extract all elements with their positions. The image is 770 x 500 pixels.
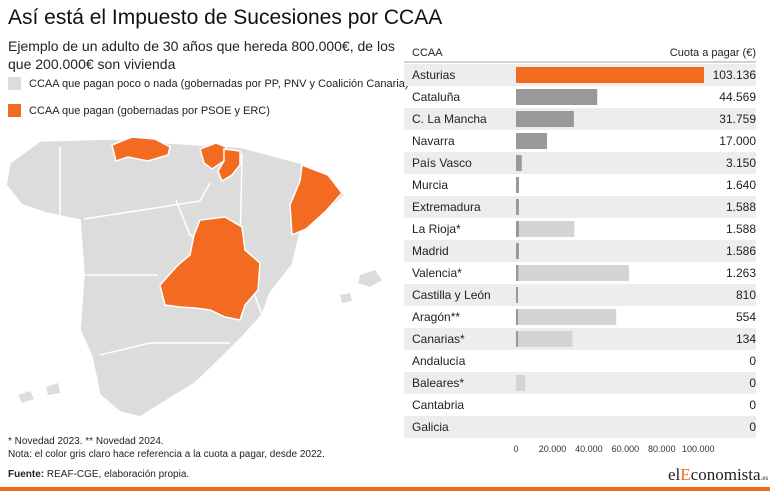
row-band bbox=[404, 416, 756, 438]
bar bbox=[516, 331, 518, 347]
bottom-accent-line bbox=[0, 487, 770, 491]
row-band bbox=[404, 196, 756, 218]
bar-since-2022 bbox=[516, 265, 630, 281]
col-header-cuota: Cuota a pagar (€) bbox=[670, 47, 756, 59]
chart-subtitle: Ejemplo de un adulto de 30 años que here… bbox=[8, 38, 395, 72]
category-label: País Vasco bbox=[412, 156, 472, 170]
legend-gray-label: CCAA que pagan poco o nada (gobernadas p… bbox=[29, 77, 409, 90]
source-label: Fuente: bbox=[8, 469, 45, 480]
value-label: 0 bbox=[749, 354, 756, 368]
row-band bbox=[404, 240, 756, 262]
bar bbox=[516, 89, 598, 105]
category-label: Murcia bbox=[412, 178, 448, 192]
value-label: 1.263 bbox=[726, 266, 756, 280]
legend-gray-swatch bbox=[8, 77, 21, 90]
logo-suffix: .es bbox=[760, 474, 769, 482]
row-band bbox=[404, 372, 756, 394]
brand-logo: elEconomista.es bbox=[668, 465, 768, 485]
category-label: Andalucía bbox=[412, 354, 466, 368]
bar bbox=[516, 221, 519, 237]
spain-map bbox=[5, 136, 382, 418]
chart-rows: Asturias 103.136 Cataluña 44.569 C. La Manch… bbox=[404, 64, 756, 438]
category-label: Castilla y León bbox=[412, 288, 491, 302]
legend-orange: CCAA que pagan (gobernadas por PSOE y ER… bbox=[8, 104, 270, 117]
legend-orange-swatch bbox=[8, 104, 21, 117]
value-label: 44.569 bbox=[719, 90, 756, 104]
category-label: La Rioja* bbox=[412, 222, 461, 236]
value-label: 0 bbox=[749, 398, 756, 412]
x-axis: 0 20.000 40.000 60.000 80.000 100.000 bbox=[513, 444, 714, 454]
bar bbox=[516, 111, 574, 127]
category-label: C. La Mancha bbox=[412, 112, 487, 126]
row-band bbox=[404, 328, 756, 350]
legend-gray: CCAA que pagan poco o nada (gobernadas p… bbox=[8, 77, 409, 90]
x-tick-label: 20.000 bbox=[539, 444, 567, 454]
x-tick-label: 100.000 bbox=[682, 444, 715, 454]
category-label: Cataluña bbox=[412, 90, 460, 104]
value-label: 554 bbox=[736, 310, 756, 324]
category-label: Asturias bbox=[412, 68, 455, 82]
map-asturias bbox=[111, 136, 171, 162]
category-label: Madrid bbox=[412, 244, 449, 258]
category-label: Cantabria bbox=[412, 398, 464, 412]
bar bbox=[516, 309, 518, 325]
bar bbox=[516, 287, 518, 303]
source-line: Fuente: REAF-CGE, elaboración propia. bbox=[8, 469, 189, 480]
footnote-novedad: * Novedad 2023. ** Novedad 2024. bbox=[8, 436, 164, 447]
value-label: 1.588 bbox=[726, 222, 756, 236]
category-label: Extremadura bbox=[412, 200, 481, 214]
value-label: 103.136 bbox=[713, 68, 757, 82]
bar bbox=[516, 67, 704, 83]
value-label: 1.588 bbox=[726, 200, 756, 214]
bar bbox=[516, 243, 519, 259]
value-label: 17.000 bbox=[719, 134, 756, 148]
map-canarias bbox=[18, 383, 60, 403]
value-label: 810 bbox=[736, 288, 756, 302]
map-baleares bbox=[358, 270, 382, 287]
legend-orange-label: CCAA que pagan (gobernadas por PSOE y ER… bbox=[29, 104, 270, 117]
value-label: 0 bbox=[749, 376, 756, 390]
value-label: 1.586 bbox=[726, 244, 756, 258]
value-label: 0 bbox=[749, 420, 756, 434]
map-navarra bbox=[217, 148, 241, 183]
map-baleares-small bbox=[340, 293, 352, 303]
x-tick-label: 0 bbox=[513, 444, 518, 454]
bar bbox=[516, 199, 519, 215]
footnote-nota: Nota: el color gris claro hace referenci… bbox=[8, 449, 325, 460]
category-label: Navarra bbox=[412, 134, 455, 148]
value-label: 3.150 bbox=[726, 156, 756, 170]
bar-since-2022 bbox=[516, 375, 526, 391]
logo-pre: el bbox=[668, 465, 681, 484]
category-label: Canarias* bbox=[412, 332, 465, 346]
x-tick-label: 60.000 bbox=[612, 444, 640, 454]
bar bbox=[516, 265, 519, 281]
category-label: Baleares* bbox=[412, 376, 464, 390]
row-band bbox=[404, 152, 756, 174]
footnotes: * Novedad 2023. ** Novedad 2024. Nota: e… bbox=[8, 435, 325, 461]
chart-title: Así está el Impuesto de Sucesiones por C… bbox=[8, 6, 443, 29]
bar-since-2022 bbox=[516, 331, 573, 347]
bar bbox=[516, 155, 522, 171]
x-tick-label: 80.000 bbox=[648, 444, 676, 454]
row-band bbox=[404, 108, 756, 130]
category-label: Aragón** bbox=[412, 310, 460, 324]
logo-accent: E bbox=[680, 465, 691, 484]
row-band bbox=[404, 284, 756, 306]
logo-post: conomista bbox=[690, 465, 761, 484]
category-label: Galicia bbox=[412, 420, 449, 434]
value-label: 31.759 bbox=[719, 112, 756, 126]
bar-chart: CCAA Cuota a pagar (€) Asturias 103.136 Ca… bbox=[404, 47, 756, 454]
value-label: 1.640 bbox=[726, 178, 756, 192]
map-castilla-la-mancha bbox=[159, 216, 261, 321]
map-cataluna bbox=[289, 163, 343, 237]
value-label: 134 bbox=[736, 332, 756, 346]
x-tick-label: 40.000 bbox=[575, 444, 603, 454]
col-header-ccaa: CCAA bbox=[412, 47, 443, 59]
category-label: Valencia* bbox=[412, 266, 462, 280]
bar-since-2022 bbox=[516, 309, 617, 325]
bar bbox=[516, 177, 519, 193]
source-text: REAF-CGE, elaboración propia. bbox=[46, 469, 190, 480]
bar bbox=[516, 133, 547, 149]
bar-since-2022 bbox=[516, 221, 575, 237]
